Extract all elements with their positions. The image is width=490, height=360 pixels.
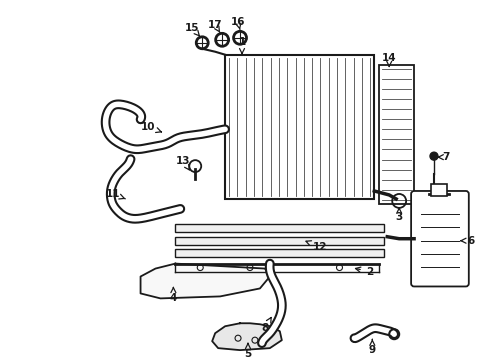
Text: 12: 12: [306, 241, 327, 252]
Text: 11: 11: [105, 189, 125, 199]
Text: 2: 2: [356, 266, 373, 276]
Text: 7: 7: [439, 152, 450, 162]
Text: 1: 1: [239, 37, 245, 54]
Text: 9: 9: [369, 339, 376, 355]
Bar: [175, 224, 384, 232]
Polygon shape: [212, 323, 282, 350]
Bar: [431, 184, 447, 196]
Polygon shape: [141, 264, 270, 298]
Text: 3: 3: [395, 208, 403, 222]
Text: 16: 16: [231, 17, 245, 30]
Circle shape: [430, 152, 438, 160]
FancyBboxPatch shape: [411, 191, 469, 287]
Text: 13: 13: [176, 156, 191, 170]
Text: 15: 15: [185, 23, 199, 36]
Bar: [379, 65, 414, 204]
Text: 8: 8: [261, 318, 271, 333]
Bar: [175, 237, 384, 245]
Text: 10: 10: [141, 122, 162, 132]
Bar: [225, 55, 374, 199]
Text: 17: 17: [208, 20, 222, 33]
Text: 4: 4: [170, 287, 177, 303]
Text: 6: 6: [461, 236, 474, 246]
Text: 5: 5: [245, 343, 251, 359]
Text: 14: 14: [382, 53, 396, 66]
Bar: [175, 249, 384, 257]
